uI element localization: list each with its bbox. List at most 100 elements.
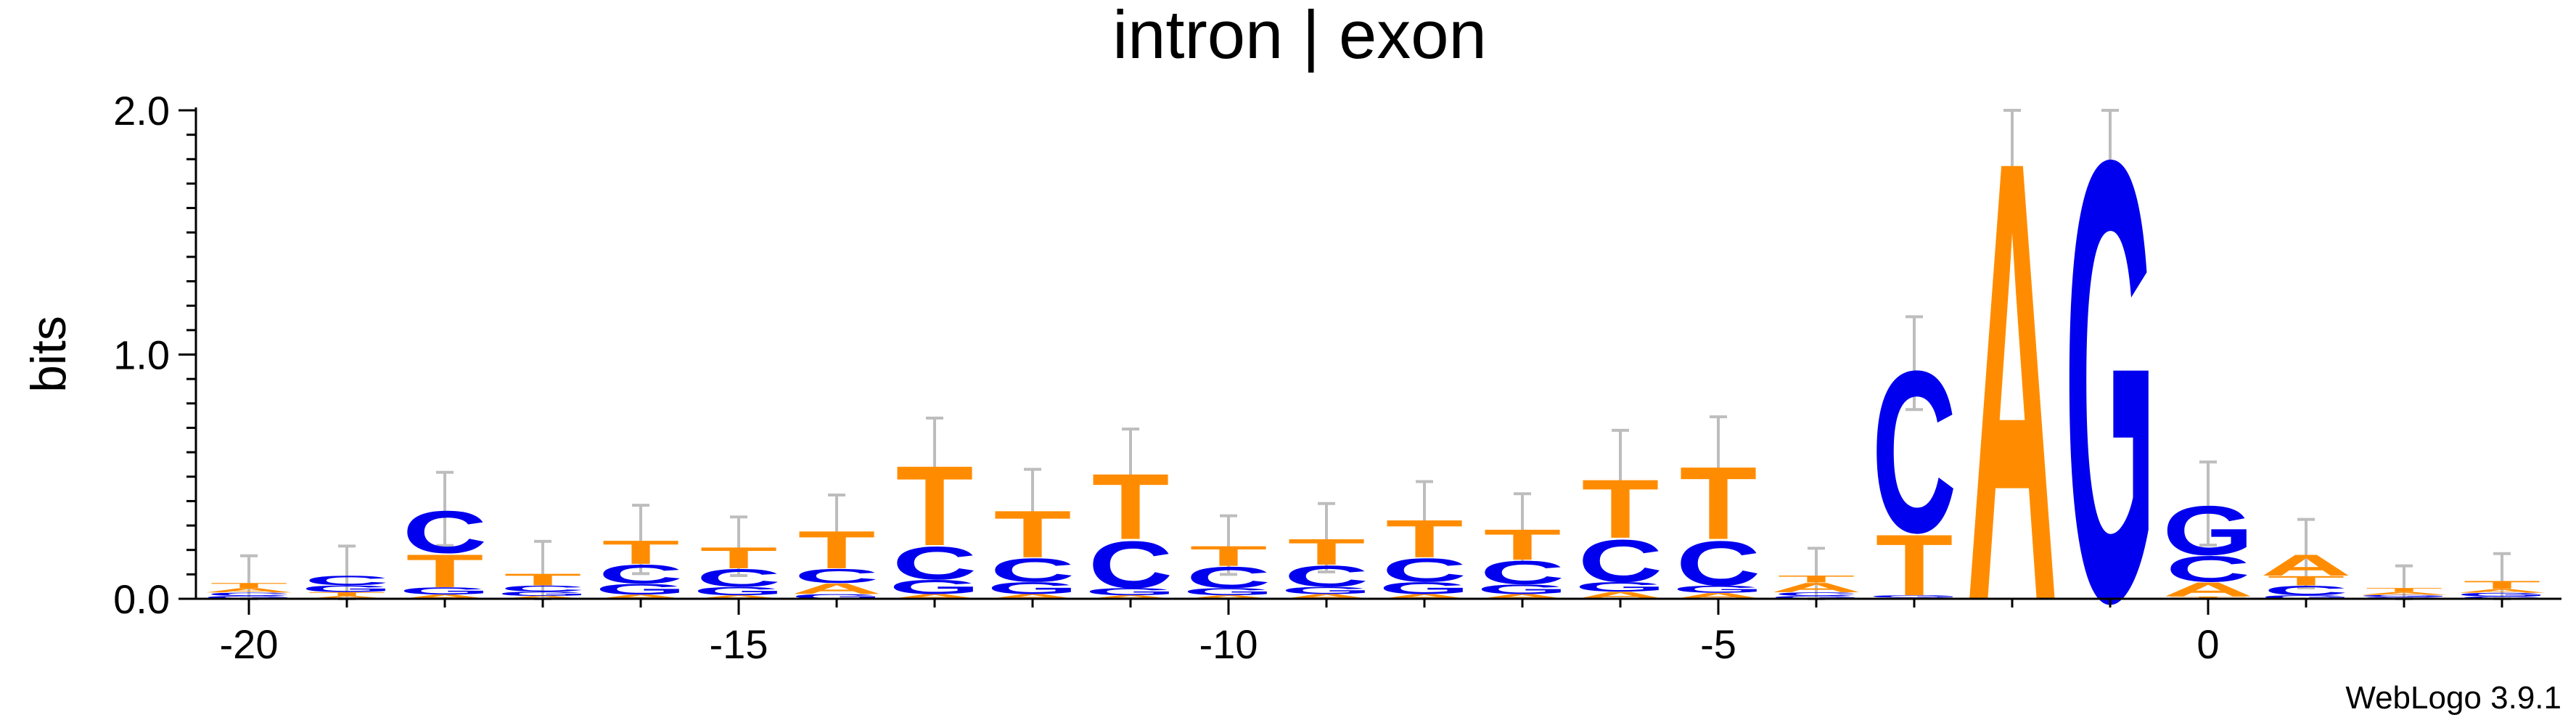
logo-letter-g: G [889,576,980,598]
chart-title: intron | exon [1112,0,1487,73]
logo-letter-glyph: G [2456,592,2548,597]
error-bar [730,515,747,578]
logo-letter-glyph: T [504,570,582,589]
logo-letter-glyph: T [1680,445,1757,561]
logo-letter-t: T [896,443,974,570]
logo-letter-c: C [1774,592,1859,597]
error-bar [2101,109,2119,171]
logo-letters: GCATATGCAGTCAGCTAGCTAGCTGACTAGCTAGCTAGCT… [203,30,2548,720]
logo-letter-glyph: T [2170,596,2247,600]
logo-letter-glyph: A [301,595,393,600]
logo-letter-glyph: A [2162,578,2254,601]
logo-letter-glyph: T [308,591,386,597]
logo-letter-glyph: C [1676,528,1761,599]
error-bar [2297,518,2315,589]
logo-letter-glyph: G [889,576,980,598]
logo-letter-glyph: T [2464,578,2541,592]
logo-letter-t: T [1386,509,1464,568]
logo-letter-a: A [301,595,393,600]
logo-letter-glyph: G [2162,491,2254,570]
logo-letter-glyph: C [990,552,1075,589]
logo-letter-t: T [602,533,680,571]
logo-letter-glyph: T [700,541,778,574]
error-bar [1122,428,1139,514]
logo-letter-glyph: C [403,499,488,565]
logo-letter-glyph: A [1281,593,1372,600]
logo-letter-glyph: C [599,559,684,589]
logo-letter-glyph: C [207,592,292,597]
logo-letter-t: T [1484,520,1562,569]
logo-letter-g: G [1869,594,1960,598]
logo-letter-glyph: G [497,590,588,597]
logo-letter-glyph: A [693,594,784,600]
x-tick-label: -10 [1199,621,1258,667]
logo-letter-t: T [1288,531,1366,573]
error-bar [2199,460,2217,547]
logo-letter-glyph: A [791,581,882,597]
logo-letter-t: T [798,520,876,579]
logo-letter-g: G [1379,579,1470,598]
logo-letter-glyph: G [1085,586,1176,597]
logo-letter-glyph: T [1778,573,1855,584]
logo-letter-glyph: C [2166,549,2251,589]
logo-letter-glyph: T [896,443,974,570]
logo-letter-glyph: G [987,579,1078,598]
logo-letter-glyph: A [1085,594,1176,600]
logo-letter-glyph: T [2366,587,2443,594]
logo-letter-glyph: T [798,520,876,579]
error-bar [1220,514,1237,576]
logo-letter-glyph: C [1872,324,1957,581]
logo-letter-glyph: T [1582,462,1660,555]
logo-letter-g: G [1281,585,1372,596]
x-tick-label: 0 [2196,621,2219,667]
logo-letter-t: T [1190,540,1268,572]
error-bar [828,493,845,565]
logo-letter-t: T [994,496,1072,571]
error-bar [1514,492,1531,564]
logo-letter-c: C [1088,527,1173,602]
logo-letter-glyph: C [1480,554,1565,592]
logo-letter-glyph: G [1575,579,1666,594]
logo-letter-glyph: C [2460,596,2545,600]
logo-letter-glyph: T [994,496,1072,571]
logo-letter-c: C [305,573,390,589]
logo-letter-glyph: C [795,565,879,587]
logo-letter-a: A [1966,30,2058,720]
logo-letter-a: A [1771,580,1862,595]
logo-letter-glyph: T [1092,454,1170,559]
logo-letter-glyph: G [1771,595,1862,600]
logo-letter-c: C [207,592,292,597]
logo-letter-g: G [1477,582,1568,597]
logo-letter-glyph: A [987,593,1078,600]
logo-letter-t: T [406,545,484,597]
logo-letter-g: G [1183,586,1274,597]
logo-letter-c: C [1872,324,1957,581]
logo-letter-glyph: G [1673,584,1764,594]
logo-letter-glyph: G [693,584,784,597]
error-bar [632,504,649,576]
logo-letter-a: A [399,594,491,600]
logo-letter-g: G [987,579,1078,598]
logo-letter-t: T [1680,445,1757,561]
logo-letter-glyph: A [2260,549,2352,582]
error-bar [1318,502,1335,573]
logo-letter-glyph: G [2260,594,2352,600]
y-tick-label: 1.0 [113,332,170,378]
logo-letter-a: A [693,594,784,600]
error-bar [1612,428,1629,525]
error-bar [1024,467,1041,549]
logo-letter-glyph: A [1183,594,1274,600]
logo-letter-glyph: G [1281,585,1372,596]
logo-letter-glyph: G [791,593,882,600]
logo-letter-c: C [1186,560,1271,594]
logo-letter-a: A [791,581,882,597]
logo-letter-t: T [1778,573,1855,584]
logo-letter-c: C [1480,554,1565,592]
logo-letter-glyph: T [1190,540,1268,572]
logo-letter-glyph: G [1869,594,1960,598]
logo-letter-a: A [497,595,588,600]
logo-letter-t: T [1092,454,1170,559]
error-bar [1416,480,1433,557]
logo-letter-c: C [795,565,879,587]
